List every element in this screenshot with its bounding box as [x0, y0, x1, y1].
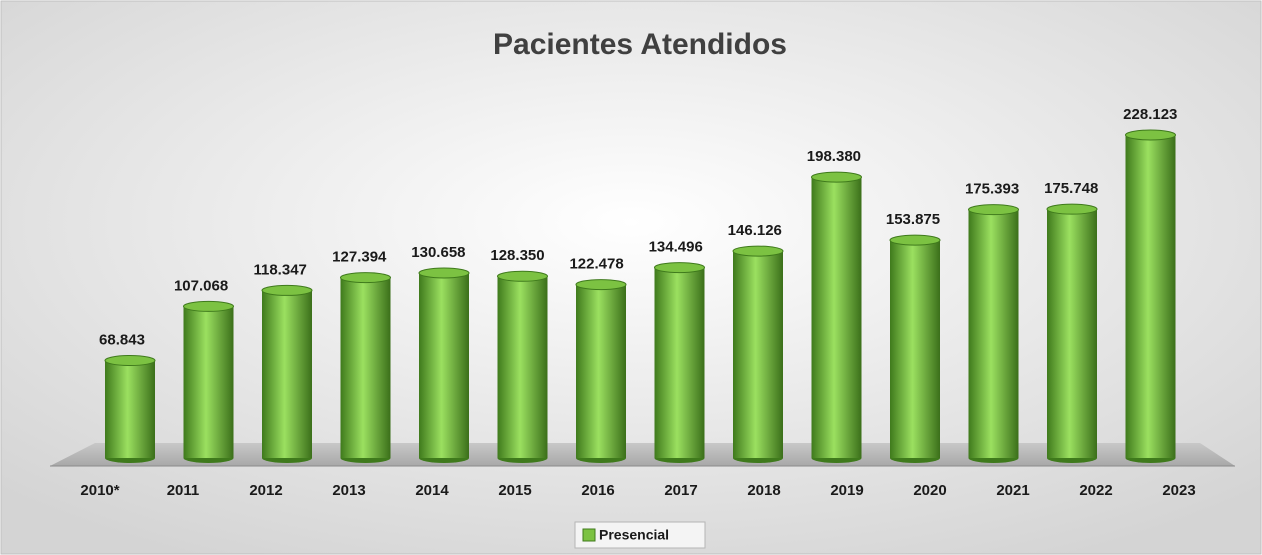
bar	[183, 306, 234, 458]
x-tick-label: 2012	[249, 482, 282, 499]
value-label: 146.126	[728, 222, 782, 239]
x-tick-label: 2017	[664, 482, 697, 499]
value-label: 128.350	[490, 247, 544, 264]
value-label: 122.478	[569, 256, 623, 273]
value-label: 68.843	[99, 331, 145, 348]
x-tick-label: 2013	[332, 482, 365, 499]
x-tick-label: 2020	[913, 482, 946, 499]
x-tick-label: 2011	[167, 482, 200, 499]
bar-top	[497, 270, 548, 282]
bar-top	[968, 204, 1019, 216]
bar-top	[104, 355, 156, 367]
bar	[1125, 135, 1176, 458]
bar	[733, 251, 783, 458]
value-label: 127.394	[332, 249, 387, 266]
bar-top	[575, 279, 627, 291]
bar	[262, 290, 312, 458]
x-tick-label: 2010*	[80, 482, 119, 499]
bar-top	[418, 267, 470, 279]
bar-top	[1125, 129, 1176, 141]
bar	[890, 240, 940, 458]
x-tick-label: 2018	[747, 482, 780, 499]
legend-label: Presencial	[599, 527, 669, 543]
bar	[654, 267, 705, 458]
x-tick-label: 2016	[581, 482, 614, 499]
bar	[811, 177, 862, 458]
bar-top	[889, 234, 941, 246]
bar	[105, 360, 155, 458]
value-label: 175.748	[1044, 180, 1098, 197]
x-tick-label: 2015	[498, 482, 531, 499]
value-label: 130.658	[411, 244, 465, 261]
x-tick-label: 2014	[415, 482, 449, 499]
bar-top	[183, 300, 234, 312]
bar-top	[340, 272, 391, 284]
bar-top	[654, 262, 705, 274]
x-tick-label: 2019	[830, 482, 863, 499]
bar	[497, 276, 548, 458]
bar-top	[811, 171, 862, 183]
bar	[419, 273, 469, 458]
x-tick-label: 2022	[1079, 482, 1112, 499]
bar	[340, 277, 391, 458]
value-label: 175.393	[965, 181, 1019, 198]
bar	[968, 209, 1019, 458]
value-label: 153.875	[886, 211, 940, 228]
value-label: 107.068	[174, 277, 228, 294]
chart-title: Pacientes Atendidos	[493, 28, 787, 61]
x-tick-label: 2023	[1162, 482, 1195, 499]
bar	[1047, 209, 1097, 458]
x-tick-label: 2021	[996, 482, 1029, 499]
bar-top	[732, 245, 784, 257]
value-label: 118.347	[253, 261, 306, 278]
value-label: 228.123	[1123, 106, 1177, 123]
legend-swatch	[582, 528, 596, 542]
bar-top	[261, 284, 313, 296]
bar	[576, 284, 626, 458]
value-label: 198.380	[807, 148, 861, 165]
value-label: 134.496	[649, 239, 703, 256]
legend-box	[574, 521, 706, 549]
bar-top	[1046, 203, 1098, 215]
